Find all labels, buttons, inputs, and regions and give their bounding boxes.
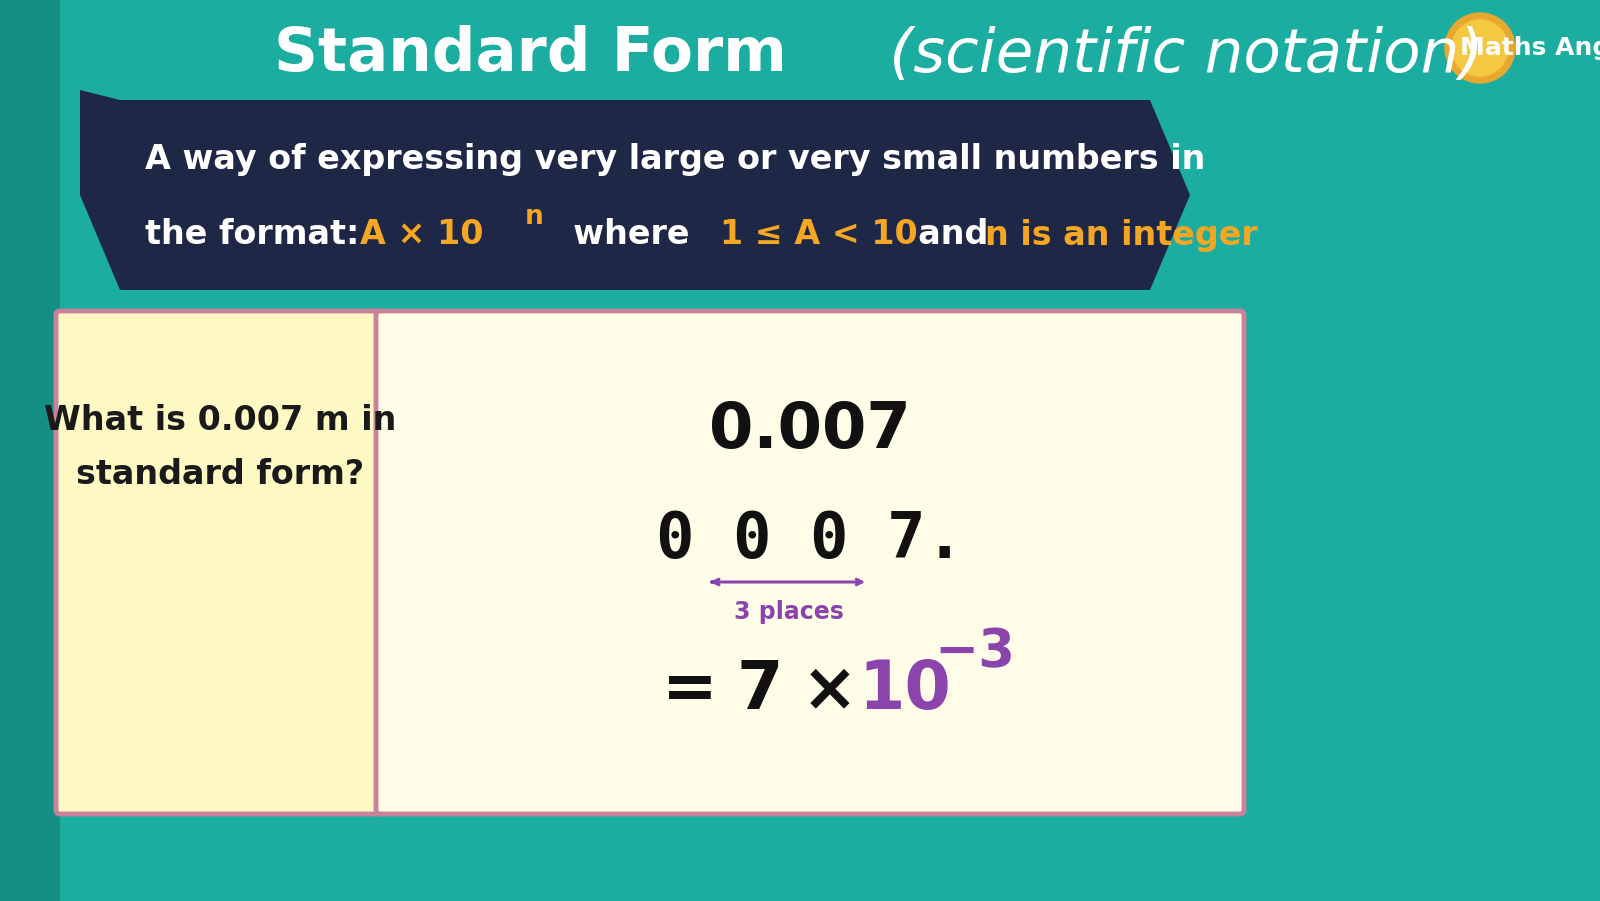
Text: A × 10: A × 10	[360, 219, 483, 251]
FancyBboxPatch shape	[0, 0, 61, 901]
Text: =: =	[662, 657, 718, 723]
Text: A way of expressing very large or very small numbers in: A way of expressing very large or very s…	[146, 143, 1205, 177]
Text: 7: 7	[738, 657, 782, 723]
Text: where: where	[550, 219, 712, 251]
Text: 1 ≤ A < 10: 1 ≤ A < 10	[720, 219, 918, 251]
Circle shape	[1453, 20, 1507, 76]
Text: standard form?: standard form?	[75, 459, 365, 492]
Text: −3: −3	[934, 626, 1016, 678]
Text: n: n	[525, 204, 544, 230]
Text: and: and	[894, 219, 1000, 251]
Text: 3 places: 3 places	[734, 600, 843, 624]
Text: (scientific notation): (scientific notation)	[870, 25, 1483, 85]
Text: What is 0.007 m in: What is 0.007 m in	[43, 404, 397, 436]
Text: 10: 10	[859, 657, 952, 723]
Text: 0 0 0 7.: 0 0 0 7.	[656, 509, 963, 571]
Circle shape	[1445, 13, 1515, 83]
FancyBboxPatch shape	[56, 311, 384, 814]
FancyBboxPatch shape	[376, 311, 1245, 814]
Text: the format:: the format:	[146, 219, 371, 251]
Polygon shape	[80, 90, 1190, 290]
Text: ×: ×	[802, 657, 858, 723]
Text: Standard Form: Standard Form	[274, 25, 787, 85]
Text: n is an integer: n is an integer	[986, 219, 1258, 251]
Text: 0.007: 0.007	[709, 399, 910, 461]
Text: Maths Angel: Maths Angel	[1461, 36, 1600, 60]
